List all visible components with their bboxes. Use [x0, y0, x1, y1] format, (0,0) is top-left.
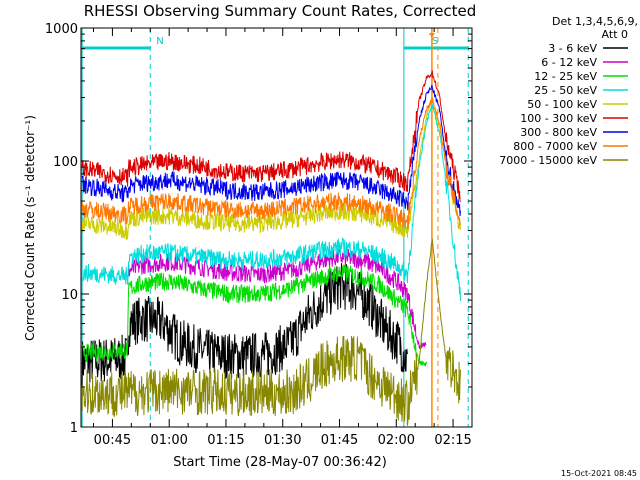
series-layer — [81, 70, 461, 426]
y-tick-label: 100 — [53, 155, 78, 170]
x-axis-label: Start Time (28-May-07 00:36:42) — [173, 455, 387, 470]
legend-label: 50 - 100 keV — [527, 98, 597, 111]
series-trace — [81, 264, 427, 368]
series-trace — [81, 263, 408, 386]
axes: 00:45 01:00 01:15 01:30 01:45 02:00 02:15 1 10 10… — [45, 22, 473, 448]
x-tick-label: 01:15 — [207, 433, 244, 448]
x-tick-label: 00:45 — [94, 433, 131, 448]
series-trace — [81, 103, 461, 301]
x-tick-label: 01:00 — [150, 433, 187, 448]
flag-label: N — [156, 36, 163, 47]
x-tick-label: 01:30 — [264, 433, 301, 448]
plot-frame — [80, 27, 473, 428]
series-trace — [81, 238, 461, 426]
orange-marker-arrow — [428, 33, 435, 38]
footer-timestamp: 15-Oct-2021 08:45 — [561, 469, 637, 478]
legend-label: 3 - 6 keV — [548, 42, 597, 55]
y-tick-label: 10 — [61, 288, 78, 303]
flag-label: S — [432, 36, 438, 47]
x-tick-label: 02:15 — [434, 433, 471, 448]
legend-header-line1: Det 1,3,4,5,6,9, — [552, 15, 638, 28]
legend-label: 12 - 25 keV — [534, 70, 597, 83]
legend-header-line2: Att 0 — [602, 28, 628, 41]
y-tick-label: 1000 — [45, 22, 78, 37]
legend-label: 7000 - 15000 keV — [499, 154, 597, 167]
series-trace — [81, 97, 461, 230]
legend-label: 6 - 12 keV — [541, 56, 597, 69]
legend-label: 25 - 50 keV — [534, 84, 597, 97]
legend-label: 800 - 7000 keV — [513, 140, 597, 153]
legend-label: 100 - 300 keV — [520, 112, 597, 125]
series-trace — [81, 83, 461, 217]
y-tick-label: 1 — [70, 421, 78, 436]
series-trace — [81, 97, 461, 241]
chart-title: RHESSI Observing Summary Count Rates, Co… — [84, 2, 477, 20]
x-tick-label: 01:45 — [321, 433, 358, 448]
series-trace — [81, 70, 461, 203]
x-tick-label: 02:00 — [378, 433, 415, 448]
y-axis-label: Corrected Count Rate (s⁻¹ detector⁻¹) — [23, 115, 37, 341]
legend-label: 300 - 800 keV — [520, 126, 597, 139]
